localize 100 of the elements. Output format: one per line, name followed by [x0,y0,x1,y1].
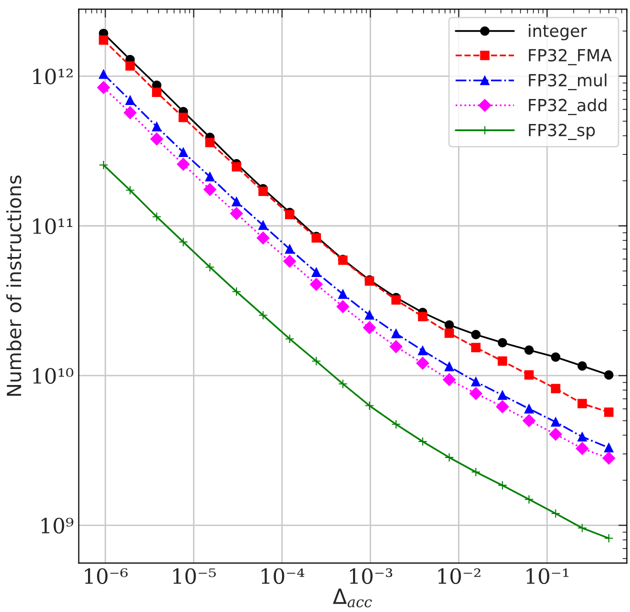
point [256,232,270,244]
point [550,417,560,427]
point [549,428,562,441]
point [524,494,534,504]
point [258,186,268,196]
point [205,172,215,182]
y-tick-label: 10¹⁰ [33,368,74,384]
point [604,443,614,452]
point [203,183,216,196]
y-axis-title: Number of instructions [6,176,22,396]
point [602,452,616,465]
point [444,452,454,462]
point [125,96,135,105]
point [391,295,401,305]
point [498,356,508,366]
point [232,197,242,206]
point [604,534,614,543]
point [312,356,321,366]
point [338,379,348,389]
point [550,384,560,394]
point [98,35,108,45]
point [469,387,482,400]
point [576,442,589,455]
point [471,342,481,352]
point [98,160,108,170]
point [444,362,454,372]
point [416,356,430,370]
point [310,278,323,291]
point [578,523,587,533]
point [176,158,190,171]
point [524,345,534,355]
point [496,400,509,414]
point [258,310,268,320]
point [336,300,350,314]
point [550,352,560,362]
point [524,370,534,380]
point [498,480,508,490]
point [444,328,454,338]
point [578,432,587,442]
x-axis-title: Δ$_{acc}$ [332,588,372,608]
point [524,404,534,414]
point [471,467,481,477]
point [522,414,536,428]
y-tick-label: 10¹² [33,68,73,84]
point [338,289,348,299]
point [498,338,508,348]
point [364,400,374,410]
point [604,370,614,380]
point [363,321,376,334]
point [444,320,454,330]
x-tick-label: 10⁻³ [350,568,392,584]
point [232,286,242,296]
point [604,407,614,417]
point [283,254,296,268]
point [232,162,242,172]
point [178,237,188,247]
x-tick-label: 10⁻⁴ [262,568,304,584]
point [124,106,137,120]
point [98,70,108,79]
point [471,377,481,386]
point [471,330,481,340]
point [391,328,401,338]
point [391,420,401,429]
point [152,88,162,97]
legend-label: integer [528,24,587,40]
y-tick-label: 10⁹ [42,518,74,534]
legend-label: FP32_mul [528,74,606,90]
legend-label: FP32_FMA [528,48,612,66]
legend-label: FP32_sp [528,124,595,140]
point [550,508,560,518]
point [578,398,587,408]
point [97,81,110,94]
point [418,346,428,356]
x-tick-label: 10⁻⁶ [84,568,128,584]
point [178,148,188,157]
point [498,390,508,400]
x-tick-label: 10⁻² [438,568,480,584]
legend-label: FP32_add [528,98,606,116]
point [285,334,294,344]
point [125,186,135,195]
point [125,61,135,71]
point [150,132,164,146]
point [418,312,428,322]
x-tick-label: 10⁻¹ [526,568,568,584]
point [205,262,215,272]
point [258,220,268,230]
point [312,268,321,277]
point [364,310,374,320]
point [578,361,587,371]
x-tick-label: 10⁻⁵ [173,568,216,584]
point [230,207,243,220]
point [390,340,402,354]
point [178,112,188,122]
point [285,244,294,254]
point [152,212,162,222]
point [442,373,456,386]
y-tick-label: 10¹¹ [33,218,72,234]
point [205,138,215,148]
point [418,436,428,446]
point [152,122,162,132]
